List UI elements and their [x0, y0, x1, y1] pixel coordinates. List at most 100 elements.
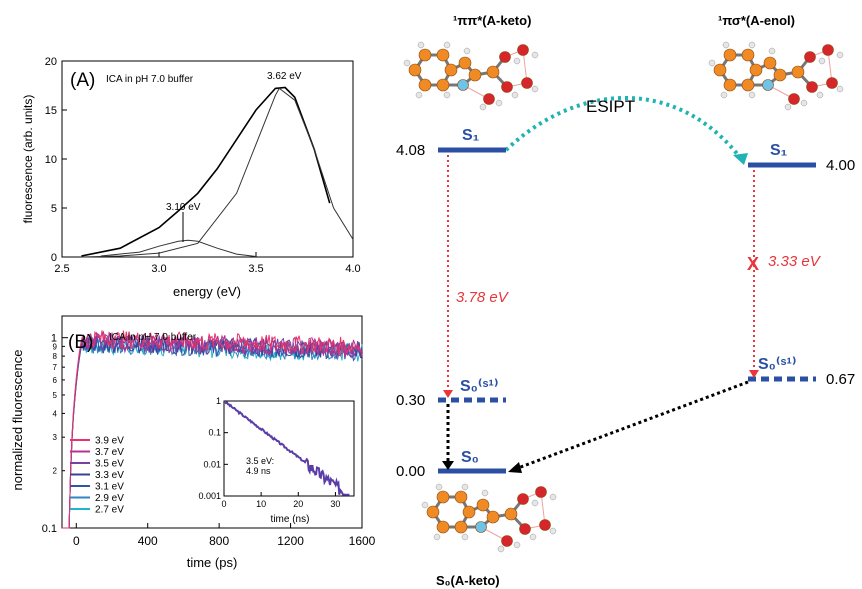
- energy-left-mid: 0.30: [396, 392, 425, 409]
- inset-ytick-label: 0.001: [198, 491, 221, 501]
- hydrogen-atom: [479, 103, 487, 111]
- panel-a-xtick-label: 3.5: [248, 263, 263, 275]
- atom: [713, 63, 727, 77]
- atom: [476, 498, 490, 512]
- panel-a-xlabel: energy (eV): [173, 284, 241, 299]
- label-s0: S₀: [461, 449, 479, 466]
- panel-a-curve-high: [81, 87, 354, 258]
- panel-b-ytick-minor-label: 8: [53, 352, 58, 361]
- panel-a-curve-total: [81, 86, 331, 257]
- atom: [822, 44, 834, 56]
- hydrogen-atom: [708, 59, 716, 67]
- panel-b-xtick-label: 1600: [349, 534, 376, 548]
- panel-a-peak-high: 3.62 eV: [267, 71, 302, 82]
- inset-xtick-label: 20: [293, 499, 303, 509]
- panel-b-ylabel: normalized fluorescence: [10, 350, 25, 491]
- atom: [436, 48, 450, 62]
- molecule-top-left-icon: [403, 41, 539, 111]
- inset-xtick-label: 10: [256, 499, 266, 509]
- panel-b-title: ICA in pH 7.0 buffer: [109, 332, 197, 343]
- panel-b-ytick-minor-label: 6: [53, 376, 58, 385]
- energy-ground: 0.00: [396, 463, 425, 480]
- label-s1-left: S₁: [462, 127, 480, 144]
- energy-diagram: ¹ππ*(A-keto) ¹πσ*(A-enol) ESIPT S₁ S₁ S₀…: [396, 13, 855, 588]
- atom: [483, 93, 495, 105]
- atom: [791, 65, 805, 79]
- hydrogen-atom: [531, 85, 539, 93]
- atom: [454, 520, 468, 534]
- panel-b-ytick-label: 0.1: [42, 523, 57, 535]
- atom: [408, 63, 422, 77]
- label-s0s1-left: S₀⁽ˢ¹⁾: [460, 378, 498, 395]
- forbidden-mark: X: [747, 254, 759, 274]
- hydrogen-atom: [836, 51, 844, 59]
- atom: [519, 523, 531, 535]
- panel-a-xtick-label: 4.0: [345, 263, 360, 275]
- atom: [418, 48, 432, 62]
- atom: [462, 505, 476, 519]
- legend-entry: 3.9 eV: [95, 436, 124, 447]
- panel-a-ytick-label: 15: [45, 105, 57, 117]
- panel-b-ytick-minor-label: 9: [53, 342, 58, 351]
- relax-left-arrowhead: [442, 461, 454, 470]
- atom: [486, 510, 500, 524]
- panel-b-series-line: [62, 330, 363, 529]
- atom: [468, 68, 482, 82]
- hydrogen-atom: [481, 489, 489, 497]
- legend-entry: 3.1 eV: [95, 482, 124, 493]
- hydrogen-atom: [531, 499, 539, 507]
- panel-b-ytick-minor-label: 4: [53, 409, 58, 418]
- panel-b-ytick-minor-label: 3: [53, 433, 58, 442]
- atom: [444, 63, 458, 77]
- panel-b-xlabel: time (ps): [187, 555, 238, 570]
- panel-a-label: (A): [70, 70, 95, 91]
- hydrogen-atom: [417, 41, 425, 49]
- hydrogen-atom: [720, 91, 728, 99]
- hydrogen-atom: [748, 91, 756, 99]
- atom: [539, 519, 551, 531]
- inset-ytick-label: 1: [216, 396, 221, 406]
- molecule-top-right-icon: [708, 41, 844, 111]
- atom: [436, 78, 450, 92]
- hydrogen-atom: [549, 493, 557, 501]
- hydrogen-atom: [768, 47, 776, 55]
- hydrogen-atom: [818, 57, 826, 65]
- esipt-arrow: [504, 96, 744, 162]
- atom: [535, 486, 547, 498]
- legend-entry: 2.9 eV: [95, 493, 124, 504]
- panel-b-xtick-label: 800: [209, 534, 229, 548]
- hydrogen-atom: [511, 91, 519, 99]
- hydrogen-atom: [463, 47, 471, 55]
- atom: [504, 507, 518, 521]
- panel-b-ytick-minor-label: 7: [53, 363, 58, 372]
- transition-right-energy: 3.33 eV: [768, 253, 822, 270]
- panel-a-frame: [61, 60, 354, 258]
- label-s1-right: S₁: [770, 142, 788, 159]
- atom: [501, 535, 513, 547]
- panel-a-xtick-label: 2.5: [54, 263, 69, 275]
- inset-xlabel: time (ns): [271, 514, 310, 525]
- energy-left-top: 4.08: [396, 142, 425, 159]
- inset-xtick-label: 0: [221, 499, 226, 509]
- panel-b-label: (B): [68, 332, 93, 353]
- panel-b-xtick-label: 400: [138, 534, 158, 548]
- atom: [788, 93, 800, 105]
- hydrogen-atom: [800, 99, 808, 107]
- atom: [475, 521, 487, 533]
- panel-a-ylabel: fluorescence (arb. units): [21, 95, 35, 224]
- inset-ytick-label: 0.01: [203, 459, 221, 469]
- panel-b-xtick-label: 0: [73, 534, 80, 548]
- hydrogen-atom: [433, 533, 441, 541]
- inset-annotation-2: 4.9 ns: [246, 466, 271, 476]
- hydrogen-atom: [435, 483, 443, 491]
- panel-b-series-line: [62, 330, 363, 529]
- relax-right-arrowhead: [508, 462, 522, 473]
- atom: [749, 63, 763, 77]
- panel-a-ytick-label: 10: [45, 154, 57, 166]
- atom: [501, 81, 513, 93]
- relax-right-arrow: [517, 380, 749, 470]
- panel-a: 2.5 3.0 3.5 4.0 0 5 10 15 20 (A) ICA in pH 7.0 b…: [21, 56, 361, 299]
- energy-right-top: 4.00: [826, 157, 855, 174]
- hydrogen-atom: [495, 99, 503, 107]
